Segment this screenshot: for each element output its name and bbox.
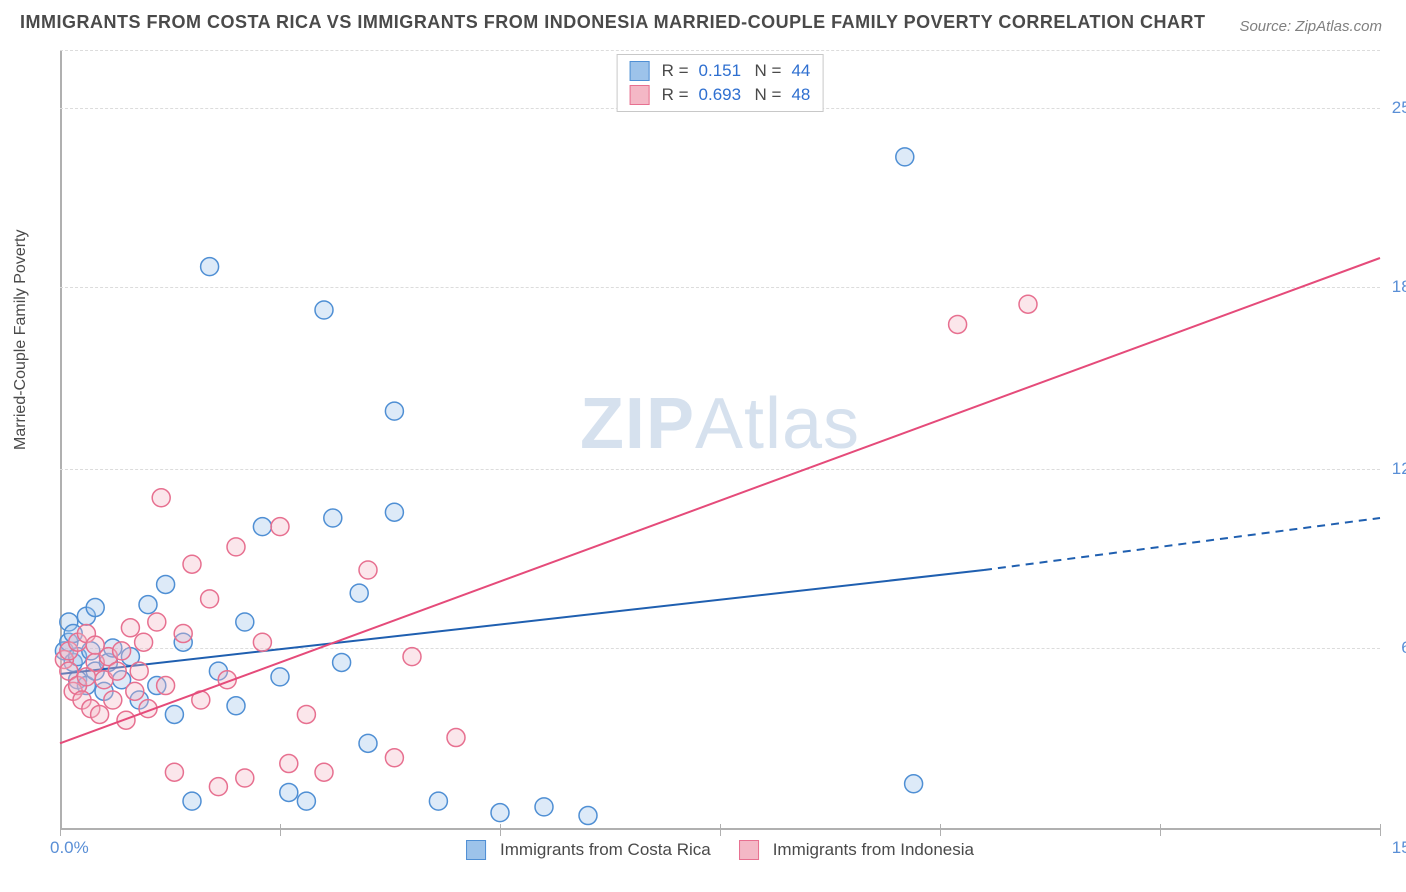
data-point bbox=[280, 783, 298, 801]
data-point bbox=[91, 705, 109, 723]
data-point bbox=[579, 807, 597, 825]
correlation-legend: R = 0.151 N = 44 R = 0.693 N = 48 bbox=[617, 54, 824, 112]
data-point bbox=[227, 697, 245, 715]
data-point bbox=[108, 662, 126, 680]
data-point bbox=[896, 148, 914, 166]
data-point bbox=[447, 729, 465, 747]
data-point bbox=[209, 778, 227, 796]
data-point bbox=[121, 619, 139, 637]
source-text: Source: ZipAtlas.com bbox=[1239, 18, 1382, 35]
data-point bbox=[165, 705, 183, 723]
data-point bbox=[324, 509, 342, 527]
data-point bbox=[403, 648, 421, 666]
data-point bbox=[280, 755, 298, 773]
data-point bbox=[949, 315, 967, 333]
data-point bbox=[236, 769, 254, 787]
data-point bbox=[315, 301, 333, 319]
data-point bbox=[271, 668, 289, 686]
data-point bbox=[113, 642, 131, 660]
chart-title: IMMIGRANTS FROM COSTA RICA VS IMMIGRANTS… bbox=[20, 12, 1206, 33]
series-legend: Immigrants from Costa Rica Immigrants fr… bbox=[466, 840, 974, 860]
legend-row-series-0: R = 0.151 N = 44 bbox=[630, 59, 811, 83]
y-tick-label: 25.0% bbox=[1385, 98, 1406, 118]
data-point bbox=[139, 596, 157, 614]
x-tick-min: 0.0% bbox=[50, 838, 89, 858]
data-point bbox=[227, 538, 245, 556]
data-point bbox=[148, 613, 166, 631]
legend-item-series-1: Immigrants from Indonesia bbox=[739, 840, 974, 860]
swatch-icon bbox=[630, 85, 650, 105]
data-point bbox=[135, 633, 153, 651]
data-point bbox=[385, 749, 403, 767]
data-point bbox=[535, 798, 553, 816]
data-point bbox=[117, 711, 135, 729]
trend-line-extrapolated bbox=[984, 518, 1380, 570]
data-point bbox=[297, 705, 315, 723]
data-point bbox=[174, 625, 192, 643]
data-point bbox=[253, 518, 271, 536]
legend-row-series-1: R = 0.693 N = 48 bbox=[630, 83, 811, 107]
data-point bbox=[183, 555, 201, 573]
chart-area: 6.3%12.5%18.8%25.0% 0.0% 15.0% ZIPAtlas … bbox=[60, 50, 1380, 830]
trend-line bbox=[60, 570, 984, 674]
data-point bbox=[126, 682, 144, 700]
data-point bbox=[385, 503, 403, 521]
scatter-plot bbox=[60, 50, 1380, 830]
y-tick-label: 18.8% bbox=[1385, 277, 1406, 297]
data-point bbox=[86, 599, 104, 617]
data-point bbox=[315, 763, 333, 781]
data-point bbox=[297, 792, 315, 810]
data-point bbox=[385, 402, 403, 420]
data-point bbox=[253, 633, 271, 651]
data-point bbox=[165, 763, 183, 781]
trend-line bbox=[60, 258, 1380, 743]
y-axis-label: Married-Couple Family Poverty bbox=[12, 229, 30, 450]
data-point bbox=[491, 804, 509, 822]
data-point bbox=[104, 691, 122, 709]
y-tick-label: 6.3% bbox=[1385, 638, 1406, 658]
swatch-icon bbox=[466, 840, 486, 860]
data-point bbox=[201, 258, 219, 276]
legend-item-series-0: Immigrants from Costa Rica bbox=[466, 840, 711, 860]
swatch-icon bbox=[739, 840, 759, 860]
data-point bbox=[271, 518, 289, 536]
data-point bbox=[905, 775, 923, 793]
swatch-icon bbox=[630, 61, 650, 81]
data-point bbox=[157, 575, 175, 593]
data-point bbox=[350, 584, 368, 602]
data-point bbox=[359, 561, 377, 579]
data-point bbox=[183, 792, 201, 810]
data-point bbox=[236, 613, 254, 631]
data-point bbox=[359, 734, 377, 752]
data-point bbox=[429, 792, 447, 810]
data-point bbox=[333, 653, 351, 671]
data-point bbox=[157, 677, 175, 695]
data-point bbox=[130, 662, 148, 680]
y-tick-label: 12.5% bbox=[1385, 459, 1406, 479]
data-point bbox=[201, 590, 219, 608]
data-point bbox=[152, 489, 170, 507]
x-tick-max: 15.0% bbox=[1392, 838, 1406, 858]
data-point bbox=[1019, 295, 1037, 313]
